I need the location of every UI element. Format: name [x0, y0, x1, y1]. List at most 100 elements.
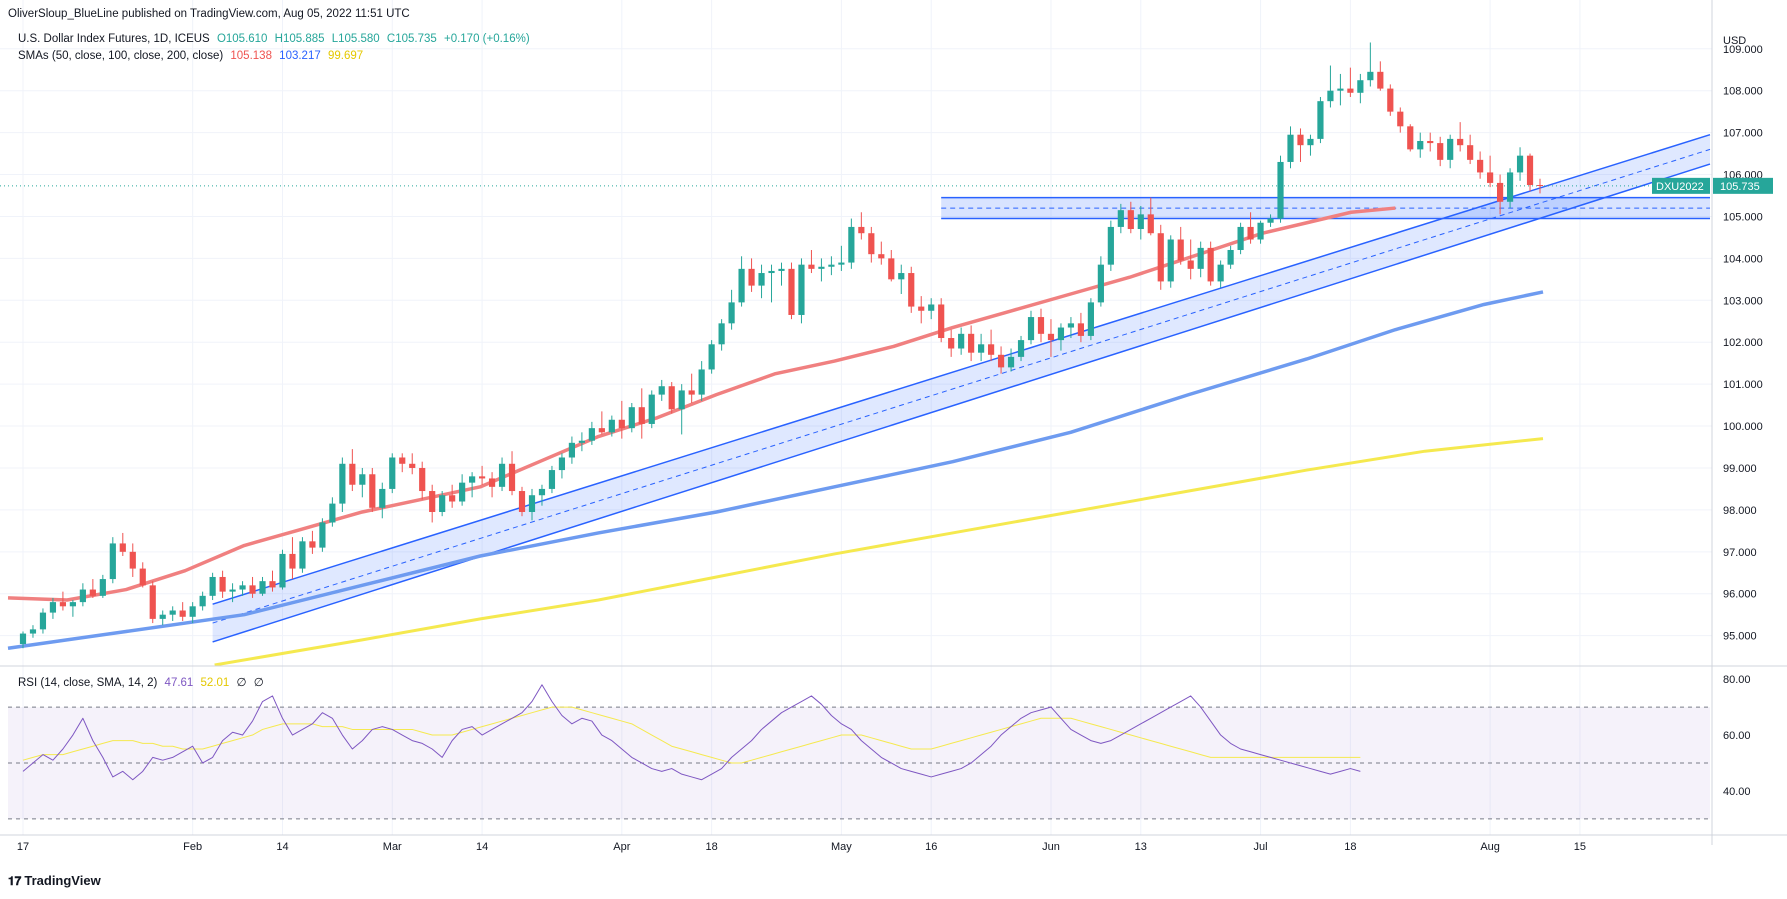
time-tick-label: Mar [383, 841, 402, 853]
time-tick-label: Feb [183, 841, 202, 853]
candle-body [1437, 143, 1444, 160]
axes: 109.000108.000107.000106.000105.000104.0… [0, 0, 1787, 853]
rsi-tick-label: 40.00 [1723, 786, 1751, 798]
price-tick-label: 102.000 [1723, 337, 1763, 349]
candle-body [987, 344, 995, 355]
candle-body [718, 323, 725, 345]
candle-body [788, 268, 795, 315]
candle-body [1477, 159, 1484, 173]
candle-body [648, 394, 655, 424]
currency-label: USD [1723, 35, 1746, 47]
candle-body [768, 270, 775, 274]
candle-body [818, 266, 825, 269]
last-price-tag: 105.735 [1720, 181, 1760, 193]
tradingview-logo[interactable]: 𝟏𝟕 TradingView [8, 873, 101, 889]
candle-body [1167, 239, 1174, 282]
price-tick-label: 104.000 [1723, 253, 1763, 265]
change-value: +0.170 (+0.16%) [443, 33, 530, 45]
candle-body [1257, 222, 1264, 240]
candle-body [1077, 323, 1085, 336]
candle-body [1237, 226, 1244, 250]
publisher-line: OliverSloup_BlueLine published on Tradin… [8, 8, 410, 20]
price-tick-label: 107.000 [1723, 128, 1763, 140]
candle-body [658, 386, 665, 395]
candle-body [538, 488, 546, 496]
candle-body [638, 407, 645, 424]
candle-body [1127, 210, 1134, 230]
price-tick-label: 97.000 [1723, 547, 1757, 559]
candle-body [1357, 80, 1364, 93]
candle-body [1387, 88, 1394, 112]
price-tick-label: 99.000 [1723, 463, 1757, 475]
sma100-line [7, 290, 1544, 650]
candle-body [1487, 172, 1494, 183]
candle-body [928, 304, 935, 311]
candle-body [1007, 356, 1015, 368]
rsi-legend: RSI (14, close, SMA, 14, 2) 47.61 52.01 … [18, 675, 268, 689]
candle-body [49, 602, 57, 613]
candle-body [209, 576, 216, 596]
candle-body [1047, 333, 1055, 341]
candle-body [618, 419, 625, 429]
candle-body [419, 467, 426, 492]
candle-body [778, 268, 785, 271]
candle-body [1247, 226, 1254, 240]
sma100-value: 103.217 [279, 50, 321, 62]
candle-body [608, 419, 615, 433]
candle-body [89, 589, 96, 596]
time-tick-label: Jul [1254, 841, 1268, 853]
candle-body [69, 602, 76, 607]
rsi-tick-label: 80.00 [1723, 674, 1751, 686]
candle-body [848, 226, 855, 263]
candle-body [738, 268, 745, 303]
candle-body [1427, 140, 1434, 144]
tv-icon: 𝟏𝟕 [8, 874, 22, 888]
overlays [0, 133, 1712, 667]
candle-body [1377, 71, 1384, 89]
time-tick-label: 13 [1135, 841, 1147, 853]
candle-body [189, 606, 196, 617]
candle-body [1197, 247, 1204, 269]
candle-body [1207, 247, 1214, 282]
candle-body [29, 629, 37, 634]
candle-body [1447, 138, 1454, 160]
candle-body [139, 568, 146, 586]
candle-body [1147, 214, 1154, 234]
candle-body [249, 585, 256, 594]
candle-body [1067, 323, 1075, 328]
rsi-extra-2: ∅ [253, 677, 264, 689]
candle-body [938, 304, 945, 339]
candle-body [1317, 101, 1324, 139]
candle-body [289, 553, 296, 569]
time-tick-label: Jun [1042, 841, 1060, 853]
time-tick-label: May [831, 841, 852, 853]
last-price-tag-bg [1713, 177, 1773, 194]
candle-body [968, 333, 975, 353]
candle-body [409, 463, 416, 468]
candle-body [918, 306, 925, 311]
time-tick-label: 16 [925, 841, 937, 853]
candle-body [59, 602, 67, 607]
time-tick-label: 18 [706, 841, 718, 853]
candle-body [908, 273, 915, 307]
candle-body [1297, 134, 1304, 146]
candle-body [359, 474, 366, 485]
candle-body [1107, 226, 1114, 265]
candle-body [239, 585, 246, 590]
candle-body [997, 354, 1005, 368]
candle-body [948, 338, 955, 349]
sma-label: SMAs (50, close, 100, close, 200, close) [18, 50, 224, 62]
candle-body [578, 440, 585, 443]
candle-body [459, 482, 466, 502]
time-tick-label: 14 [476, 841, 488, 853]
candle-body [39, 612, 47, 630]
candle-body [838, 262, 845, 265]
price-tick-label: 108.000 [1723, 86, 1763, 98]
candles [19, 42, 1544, 649]
symbol-label: U.S. Dollar Index Futures, 1D, ICEUS [18, 33, 210, 45]
candle-body [498, 463, 506, 487]
candle-body [279, 553, 286, 588]
candle-body [19, 633, 27, 645]
low-value: L105.580 [331, 33, 380, 45]
candle-body [668, 386, 675, 410]
